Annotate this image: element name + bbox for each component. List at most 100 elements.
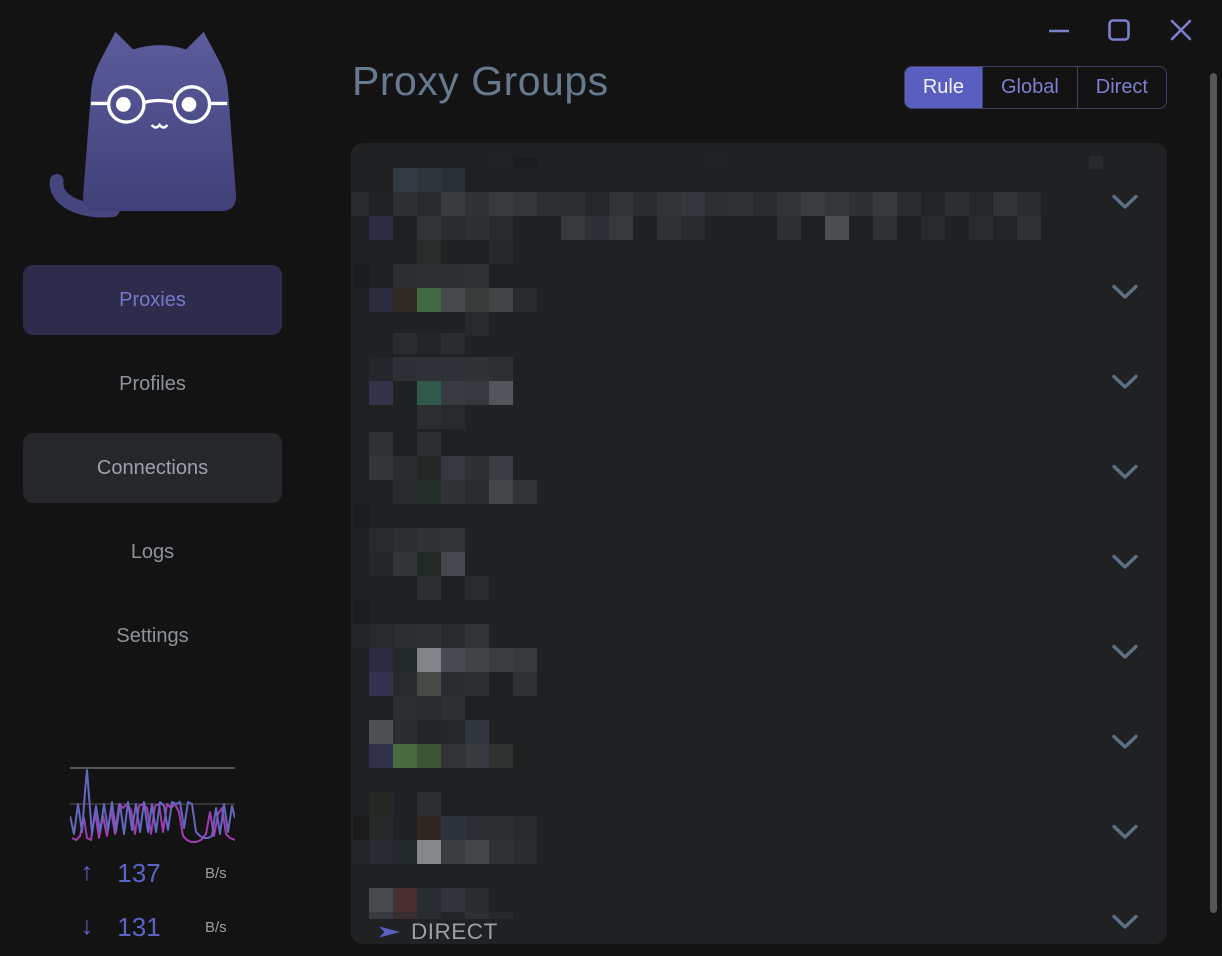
redacted-block bbox=[465, 381, 489, 405]
redacted-block bbox=[393, 288, 417, 312]
mode-button-direct[interactable]: Direct bbox=[1076, 67, 1166, 108]
redacted-block bbox=[369, 432, 393, 456]
redacted-block bbox=[351, 192, 393, 216]
redacted-block bbox=[489, 744, 513, 768]
redacted-block bbox=[441, 357, 465, 381]
redacted-block bbox=[393, 528, 417, 552]
redacted-block bbox=[609, 192, 681, 216]
redacted-block bbox=[801, 192, 825, 216]
redacted-block bbox=[489, 840, 513, 864]
redacted-block bbox=[369, 720, 393, 744]
maximize-button[interactable] bbox=[1099, 10, 1139, 50]
chevron-down-icon[interactable] bbox=[1110, 643, 1140, 661]
redacted-block bbox=[353, 840, 369, 864]
redacted-block bbox=[393, 456, 417, 480]
redacted-block bbox=[353, 816, 369, 840]
redacted-block bbox=[353, 264, 369, 288]
sidebar-item-settings[interactable]: Settings bbox=[116, 624, 189, 647]
scrollbar-thumb[interactable] bbox=[1210, 73, 1217, 913]
chevron-down-icon[interactable] bbox=[1110, 733, 1140, 751]
close-button[interactable] bbox=[1161, 10, 1201, 50]
redacted-block bbox=[393, 720, 441, 744]
chevron-down-icon[interactable] bbox=[1110, 373, 1140, 391]
redacted-block bbox=[417, 216, 465, 240]
upload-speed-value: 137 bbox=[117, 858, 161, 888]
redacted-block bbox=[393, 672, 417, 696]
sidebar-item-connections[interactable]: Connections bbox=[23, 433, 282, 503]
redacted-block bbox=[369, 840, 393, 864]
redacted-block bbox=[393, 480, 417, 504]
redacted-block bbox=[369, 456, 393, 480]
chevron-down-icon[interactable] bbox=[1110, 553, 1140, 571]
chevron-down-icon[interactable] bbox=[1110, 193, 1140, 211]
mode-button-rule[interactable]: Rule bbox=[904, 67, 982, 108]
sidebar-item-profiles[interactable]: Profiles bbox=[119, 372, 186, 395]
redacted-block bbox=[441, 888, 489, 912]
redacted-block bbox=[393, 192, 441, 216]
upload-speed-row: ↑ 137 B/s bbox=[0, 859, 305, 887]
clash-cat-logo bbox=[49, 31, 237, 218]
redacted-block bbox=[393, 357, 417, 381]
redacted-block bbox=[417, 528, 441, 552]
redacted-block bbox=[465, 216, 513, 240]
redacted-block bbox=[465, 648, 489, 672]
redacted-block bbox=[489, 240, 513, 264]
chevron-down-icon[interactable] bbox=[1110, 463, 1140, 481]
redacted-block bbox=[417, 552, 441, 576]
redacted-block bbox=[417, 405, 441, 429]
redacted-block bbox=[393, 168, 417, 192]
redacted-block bbox=[417, 264, 441, 288]
proxy-group-direct[interactable]: DIRECT bbox=[377, 919, 498, 944]
chevron-down-icon[interactable] bbox=[1110, 913, 1140, 931]
sidebar: Proxies Profiles Connections Logs Settings ↑… bbox=[0, 0, 305, 956]
redacted-block bbox=[873, 216, 897, 240]
redacted-block bbox=[441, 405, 465, 429]
redacted-block bbox=[969, 216, 1017, 240]
redacted-block bbox=[369, 552, 393, 576]
redacted-block bbox=[369, 216, 393, 240]
chevron-down-icon[interactable] bbox=[1110, 283, 1140, 301]
redacted-block bbox=[705, 157, 729, 168]
redacted-block bbox=[657, 216, 705, 240]
redacted-block bbox=[417, 840, 441, 864]
redacted-block bbox=[489, 381, 513, 405]
redacted-block bbox=[417, 888, 441, 912]
redacted-block bbox=[825, 192, 873, 216]
redacted-block bbox=[441, 456, 465, 480]
redacted-block bbox=[417, 792, 441, 816]
sidebar-nav: Proxies Profiles Connections Logs Settings bbox=[23, 265, 282, 685]
redacted-block bbox=[1017, 216, 1041, 240]
redacted-block bbox=[489, 157, 537, 168]
redacted-block bbox=[441, 528, 465, 552]
redacted-block bbox=[417, 381, 441, 405]
proxy-groups-panel: DIRECT bbox=[351, 143, 1167, 944]
redacted-block bbox=[489, 648, 513, 672]
sidebar-item-logs[interactable]: Logs bbox=[130, 540, 175, 563]
redacted-block bbox=[353, 624, 369, 648]
redacted-block bbox=[489, 456, 513, 480]
redacted-block bbox=[489, 816, 513, 840]
minimize-button[interactable] bbox=[1039, 10, 1079, 50]
redacted-block bbox=[441, 168, 465, 192]
redacted-block bbox=[393, 696, 417, 720]
mode-button-global[interactable]: Global bbox=[981, 67, 1077, 108]
redacted-block bbox=[369, 624, 393, 648]
chevron-down-icon[interactable] bbox=[1110, 823, 1140, 841]
redacted-block bbox=[681, 192, 729, 216]
redacted-block bbox=[729, 192, 777, 216]
redacted-block bbox=[441, 192, 513, 216]
redacted-block bbox=[513, 672, 537, 696]
redacted-block bbox=[393, 333, 465, 354]
download-speed-unit: B/s bbox=[205, 919, 227, 936]
sidebar-item-proxies[interactable]: Proxies bbox=[23, 265, 282, 335]
download-speed-value: 131 bbox=[117, 912, 161, 942]
redacted-block bbox=[489, 288, 513, 312]
redacted-block bbox=[465, 624, 489, 648]
redacted-block bbox=[351, 216, 369, 240]
traffic-sparkline bbox=[70, 767, 235, 843]
redacted-block bbox=[465, 672, 489, 696]
redacted-block bbox=[561, 216, 633, 240]
redacted-block bbox=[513, 816, 537, 840]
upload-speed-unit: B/s bbox=[205, 865, 227, 882]
